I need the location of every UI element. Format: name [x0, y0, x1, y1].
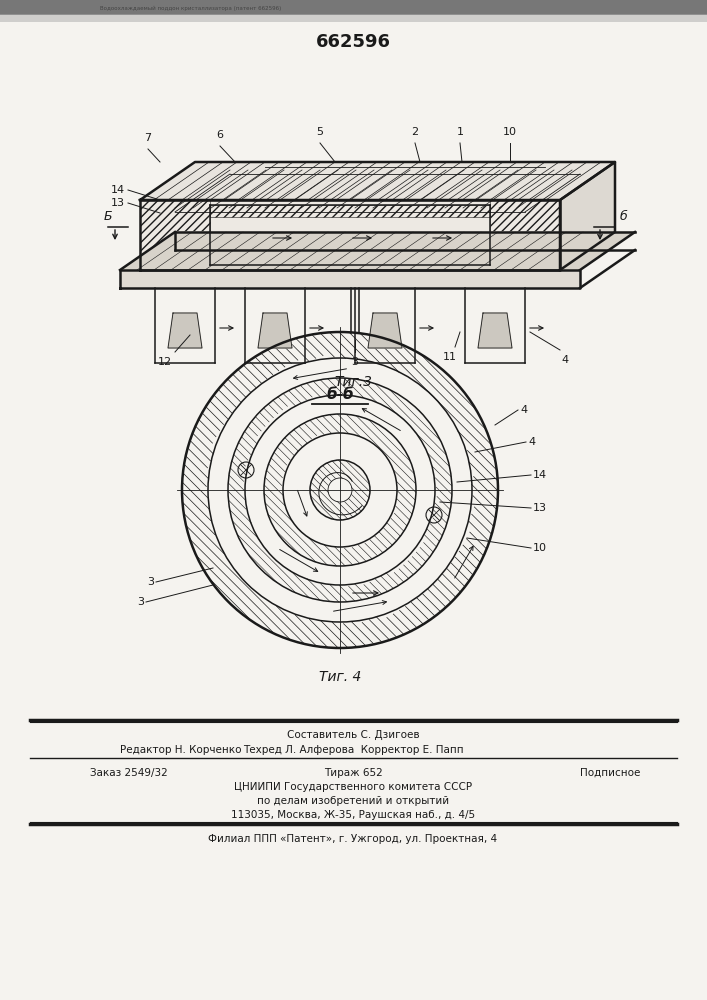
Text: б-б: б-б [326, 387, 354, 402]
Text: 3: 3 [351, 357, 358, 367]
Polygon shape [478, 313, 512, 348]
Text: б: б [620, 210, 628, 223]
Text: ЦНИИПИ Государственного комитета СССР: ЦНИИПИ Государственного комитета СССР [234, 782, 472, 792]
Text: Водоохлаждаемый поддон кристаллизатора (патент 662596): Водоохлаждаемый поддон кристаллизатора (… [100, 5, 281, 11]
Polygon shape [368, 313, 402, 348]
Text: 5: 5 [317, 127, 324, 137]
Polygon shape [168, 313, 202, 348]
Text: 662596: 662596 [315, 33, 390, 51]
Text: 11: 11 [443, 352, 457, 362]
Text: 2: 2 [411, 127, 419, 137]
Bar [0, 0, 707, 15]
Text: Составитель С. Дзигоев: Составитель С. Дзигоев [286, 730, 419, 740]
Text: Τиг.3: Τиг.3 [334, 375, 372, 389]
Polygon shape [140, 162, 615, 200]
Text: Τиг. 4: Τиг. 4 [319, 670, 361, 684]
Text: 1: 1 [457, 127, 464, 137]
Text: 10: 10 [503, 127, 517, 137]
Polygon shape [258, 313, 292, 348]
Text: Тираж 652: Тираж 652 [324, 768, 382, 778]
Text: 4: 4 [520, 405, 527, 415]
Bar [210, 205, 490, 217]
Polygon shape [140, 200, 560, 270]
Text: 4: 4 [528, 437, 535, 447]
Polygon shape [120, 270, 580, 288]
Polygon shape [120, 232, 635, 270]
Polygon shape [560, 162, 615, 270]
Text: Заказ 2549/32: Заказ 2549/32 [90, 768, 168, 778]
Text: Подписное: Подписное [580, 768, 641, 778]
Text: по делам изобретений и открытий: по делам изобретений и открытий [257, 796, 449, 806]
Bar [490, 200, 560, 270]
Text: 13: 13 [533, 503, 547, 513]
Bar [140, 200, 210, 270]
Text: 4: 4 [561, 355, 568, 365]
Text: Техред Л. Алферова  Корректор Е. Папп: Техред Л. Алферова Корректор Е. Папп [243, 745, 463, 755]
Text: Б: Б [104, 210, 112, 223]
Text: Филиал ППП «Патент», г. Ужгород, ул. Проектная, 4: Филиал ППП «Патент», г. Ужгород, ул. Про… [209, 834, 498, 844]
Text: 12: 12 [158, 357, 172, 367]
Bar [0, 14, 707, 22]
Text: 14: 14 [111, 185, 125, 195]
Text: 113035, Москва, Ж-35, Раушская наб., д. 4/5: 113035, Москва, Ж-35, Раушская наб., д. … [231, 810, 475, 820]
Text: 13: 13 [111, 198, 125, 208]
Text: 3: 3 [137, 597, 144, 607]
Text: 14: 14 [533, 470, 547, 480]
Bar [210, 253, 490, 265]
Text: 3: 3 [147, 577, 154, 587]
Text: Редактор Н. Корченко: Редактор Н. Корченко [120, 745, 242, 755]
Text: 6: 6 [216, 130, 223, 140]
Text: 10: 10 [533, 543, 547, 553]
Text: 7: 7 [144, 133, 151, 143]
